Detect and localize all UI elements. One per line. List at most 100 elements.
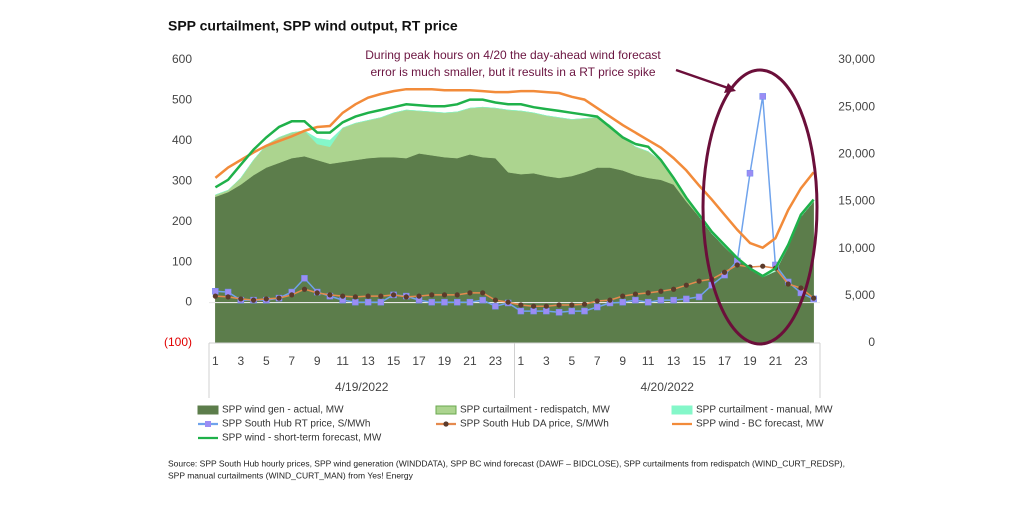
x-tick-label: 1 [518,354,525,368]
x-tick-label: 7 [594,354,601,368]
marker [454,292,460,298]
x-tick-label: 17 [718,354,732,368]
y2-tick-label: 20,000 [838,147,875,161]
x-tick-label: 11 [336,354,349,368]
marker [263,296,269,302]
plot-area: (100) 0 100 200 300 400 500 600 0 5,000 10,000 15,0… [164,52,875,398]
marker [530,307,537,315]
marker [670,296,677,304]
marker [644,298,652,306]
marker [721,269,728,275]
legend-label: SPP South Hub RT price, S/MWh [222,419,370,430]
marker [543,307,550,315]
x-tick-label: 15 [692,354,706,368]
x-tick-label: 15 [387,354,401,368]
marker [517,307,525,315]
overlay [675,68,819,346]
legend-swatch [435,405,457,415]
y-tick-label: 300 [172,173,192,187]
marker [696,278,702,284]
marker [225,294,231,300]
y-tick-label: 0 [185,295,192,309]
marker [378,293,384,299]
marker [403,294,409,300]
x-tick-label: 19 [743,354,757,368]
x-tick-label: 11 [642,354,655,368]
x-tick-label: 19 [438,354,452,368]
marker [555,309,563,316]
legend-label: SPP wind - short-term forecast, MW [222,433,382,444]
legend-swatch [671,405,693,415]
x-tick-label: 7 [288,354,295,368]
marker [543,303,549,309]
annotation: error is much smaller, but it results in… [371,65,656,79]
marker [657,296,665,304]
x-tick-label: 21 [463,354,477,368]
marker [607,297,613,303]
marker [581,307,588,315]
x-tick-label: 1 [212,354,219,368]
marker [352,298,359,306]
arrow-head [724,83,736,93]
marker [314,290,320,296]
y2-tick-label: 15,000 [838,194,875,208]
highlight-ellipse [701,68,819,346]
marker [594,298,600,304]
marker [632,291,639,297]
y-tick-label: 400 [172,133,192,147]
marker [620,293,626,299]
marker [327,292,333,298]
marker [365,293,371,299]
marker [619,298,626,306]
source-note: SPP manual curtailments (WIND_CURT_MAN) … [168,470,414,480]
marker [671,286,677,292]
marker [340,293,346,299]
y2-tick-label: 5,000 [845,288,875,302]
marker [695,293,703,301]
marker [377,298,385,306]
line [214,98,815,278]
marker [492,302,499,310]
marker [556,302,562,308]
marker [593,303,601,311]
marker [289,292,295,298]
marker [759,93,766,100]
x-group-label: 4/19/2022 [335,380,389,394]
marker [301,286,308,292]
marker [453,298,461,306]
y2-tick-label: 30,000 [838,52,875,66]
area [215,106,814,278]
legend-label: SPP South Hub DA price, S/MWh [460,419,609,430]
marker [569,302,575,308]
y-tick-label: 200 [172,214,192,228]
marker [785,281,791,287]
marker [352,294,358,300]
x-tick-label: 23 [794,354,808,368]
marker [645,290,651,296]
marker [568,307,576,315]
y2-tick-label: 10,000 [838,241,875,255]
marker [518,302,524,308]
marker [581,301,588,307]
marker [301,275,308,282]
marker [466,298,474,306]
marker [683,282,689,288]
marker [760,263,766,269]
annotation-arrow [675,68,729,90]
marker [658,288,664,294]
marker [212,288,219,295]
marker [390,292,397,298]
legend-marker [205,421,211,427]
legend-marker [443,421,449,427]
legend-label: SPP curtailment - manual, MW [696,405,833,416]
annotation: During peak hours on 4/20 the day-ahead … [365,48,661,62]
legend-label: SPP wind gen - actual, MW [222,405,344,416]
chart-title: SPP curtailment, SPP wind output, RT pri… [168,18,458,34]
marker [505,299,511,305]
x-tick-label: 3 [543,354,550,368]
marker [479,296,486,304]
marker [250,297,257,303]
marker [276,295,282,301]
legend-label: SPP wind - BC forecast, MW [696,419,824,430]
